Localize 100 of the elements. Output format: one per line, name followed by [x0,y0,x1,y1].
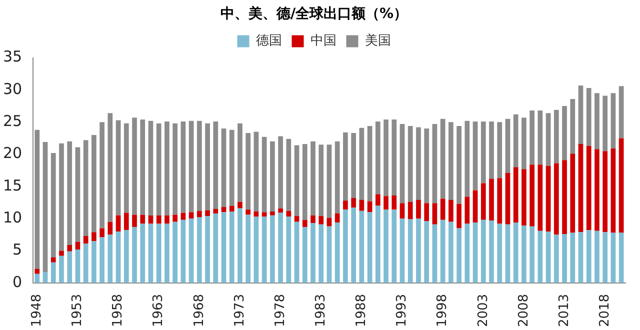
bar [578,232,584,283]
bar [270,212,275,216]
bar [497,224,502,283]
bar [472,190,478,222]
bar [546,166,551,232]
bar [83,236,88,244]
bar [205,123,210,210]
bar [522,169,526,226]
bar [367,212,372,283]
bar [489,220,494,283]
bar [246,214,251,283]
bar [416,127,421,200]
bar [618,86,624,138]
bar [570,98,576,154]
y-tick-label: 10 [2,208,22,226]
bar [302,144,308,220]
bar [448,200,454,222]
bar [262,136,267,212]
x-tick-label: 1968 [192,294,207,328]
bar [238,202,242,208]
bar [367,201,372,212]
bar [278,208,283,213]
bar [489,121,494,179]
bar [384,120,388,196]
x-tick-label: 1978 [272,294,288,328]
bar [594,93,600,150]
bar [375,121,380,194]
bar [124,212,129,230]
bar [213,121,218,209]
bar [351,133,356,198]
bar [359,210,364,283]
bar [440,198,446,220]
bar [610,232,616,283]
bar [254,132,259,212]
bar [164,121,170,216]
bar [554,163,559,235]
bar [343,132,348,201]
bar [570,154,576,233]
bar [229,212,234,283]
bar [480,183,486,220]
bar [618,138,624,233]
bar [343,200,348,210]
bar [196,217,202,283]
bar [100,228,104,238]
bar [513,114,518,168]
bar [92,232,96,242]
bar [310,223,316,283]
y-tick-label: 0 [12,272,22,291]
bar [530,226,535,283]
bar [140,120,146,215]
bar [570,232,576,283]
bar [156,224,162,283]
bar [124,123,129,213]
bar [326,144,332,218]
bar [286,210,292,217]
bar [586,146,592,230]
bar [602,232,608,283]
y-tick-label: 15 [2,176,22,194]
bar [286,216,292,283]
bar [42,142,48,272]
bar [294,216,300,222]
legend-label: 德国 [256,34,282,49]
bar [67,141,72,245]
bar [221,207,226,212]
x-tick-label: 2008 [516,294,532,328]
bar [448,222,454,283]
bar [302,220,308,227]
bar [188,218,194,283]
legend-label: 美国 [364,32,391,49]
bar [530,164,535,226]
bar [294,145,300,216]
bar [424,221,430,283]
bar [262,212,267,217]
bar [164,215,170,224]
x-tick-label: 1953 [70,294,86,328]
bar [562,106,567,160]
bar [384,210,388,283]
bar [408,202,413,220]
bar [221,128,226,208]
bar [578,144,584,232]
bar [148,224,154,283]
bar [351,198,356,208]
bar [554,110,559,164]
bar [205,210,210,216]
bar [610,93,616,148]
bar [164,224,170,283]
bar [497,122,502,178]
bar [180,220,186,283]
bar [392,195,397,210]
bar [618,232,624,283]
bar [132,226,137,283]
bar [50,152,56,258]
bar [83,244,88,283]
bar [392,210,397,283]
bar [375,194,380,206]
bar [351,208,356,283]
bar [334,213,340,222]
bar [392,120,397,196]
bar [400,218,405,283]
x-tick-label: 1983 [313,294,328,328]
